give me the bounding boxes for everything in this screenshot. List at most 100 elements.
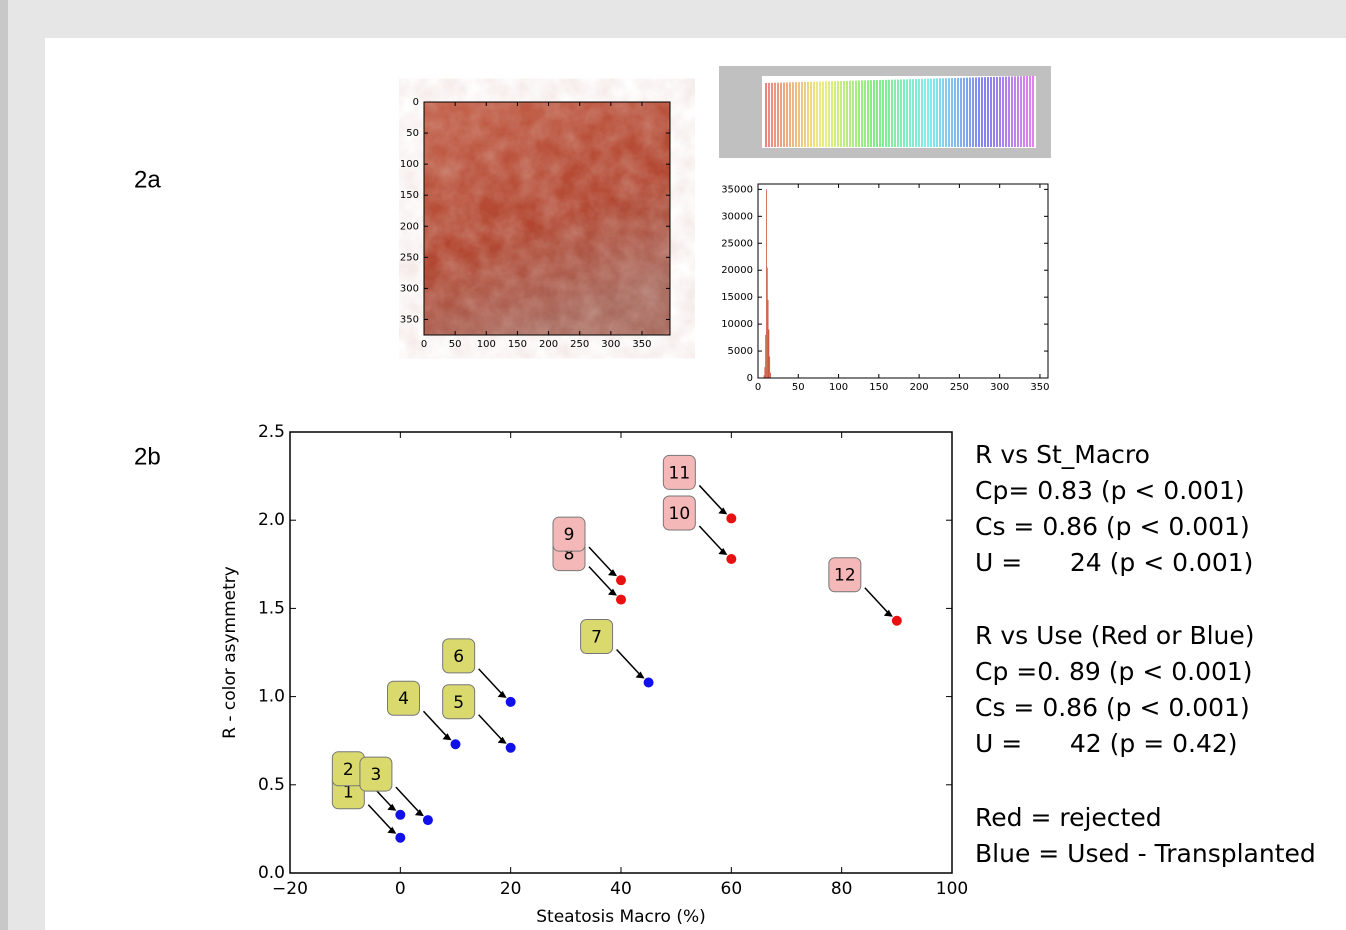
color-stripe <box>912 79 914 147</box>
color-stripe <box>852 81 854 147</box>
x-tick-label: 100 <box>936 879 968 899</box>
y-tick-label: 0 <box>413 97 419 108</box>
color-stripe <box>963 78 965 147</box>
x-tick-label: 100 <box>477 339 496 350</box>
y-axis-label: R - color asymmetry <box>220 566 240 739</box>
color-stripe <box>894 80 896 147</box>
color-stripe <box>786 82 788 147</box>
color-bar <box>719 66 1051 158</box>
x-tick-label: 200 <box>910 382 929 393</box>
point-label: 2 <box>343 760 354 780</box>
y-tick-label: 150 <box>400 190 419 201</box>
y-tick-label: 300 <box>400 283 419 294</box>
stat-line: Cp= 0.83 (p < 0.001) <box>975 476 1245 505</box>
y-tick-label: 2.5 <box>258 422 285 442</box>
x-tick-label: 200 <box>539 339 558 350</box>
color-stripe <box>981 77 983 147</box>
color-stripe <box>765 83 767 147</box>
x-tick-label: 50 <box>449 339 462 350</box>
color-stripe <box>975 77 977 147</box>
color-stripe <box>933 79 935 147</box>
page: {"figure_labels": {"a": "2a", "b": "2b"}… <box>0 0 1346 930</box>
color-stripe <box>795 82 797 147</box>
color-stripe <box>798 82 800 147</box>
color-stripe <box>897 79 899 147</box>
color-stripe <box>1029 76 1031 147</box>
y-tick-label: 10000 <box>721 319 753 330</box>
point <box>506 743 516 753</box>
color-stripe <box>888 80 890 147</box>
histogram-bar <box>768 300 769 378</box>
y-tick-label: 250 <box>400 252 419 263</box>
color-stripe <box>879 80 881 147</box>
point-label: 4 <box>398 689 409 709</box>
x-tick-label: 150 <box>508 339 527 350</box>
color-stripe <box>885 80 887 147</box>
point-label: 11 <box>669 463 691 483</box>
x-tick-label: 100 <box>829 382 848 393</box>
color-stripe <box>993 77 995 147</box>
point <box>726 513 736 523</box>
color-stripe <box>816 82 818 147</box>
side-strip <box>0 0 8 930</box>
figure-label: 2b <box>134 443 161 470</box>
figure-label: 2a <box>134 166 161 193</box>
color-stripe <box>858 81 860 147</box>
color-stripe <box>777 83 779 147</box>
x-tick-label: 300 <box>990 382 1009 393</box>
color-stripe <box>1014 76 1016 147</box>
point <box>395 833 405 843</box>
color-stripe <box>828 81 830 147</box>
color-stripe <box>768 83 770 147</box>
y-tick-label: 5000 <box>728 346 753 357</box>
color-stripe <box>876 80 878 147</box>
x-tick-label: 60 <box>721 879 743 899</box>
color-stripe <box>936 78 938 147</box>
stat-line: R vs Use (Red or Blue) <box>975 621 1255 650</box>
color-stripe <box>906 79 908 147</box>
point-label: 3 <box>371 765 382 785</box>
y-tick-label: 1.0 <box>258 687 285 707</box>
histogram-bar <box>765 335 766 378</box>
color-stripe <box>867 80 869 147</box>
histogram-bar <box>769 356 770 378</box>
point <box>451 739 461 749</box>
color-stripe <box>927 79 929 147</box>
color-stripe <box>921 79 923 147</box>
color-stripe <box>909 79 911 147</box>
x-tick-label: 40 <box>610 879 632 899</box>
x-tick-label: 350 <box>632 339 651 350</box>
point-label: 6 <box>453 647 464 667</box>
color-stripe <box>849 81 851 147</box>
color-stripe <box>891 80 893 147</box>
y-tick-label: 100 <box>400 159 419 170</box>
color-stripe <box>972 77 974 147</box>
color-stripe <box>978 77 980 147</box>
color-stripe <box>984 77 986 147</box>
color-stripe <box>843 81 845 147</box>
color-stripe <box>873 80 875 147</box>
x-axis-label: Steatosis Macro (%) <box>536 907 706 927</box>
x-tick-label: 150 <box>869 382 888 393</box>
color-stripe <box>882 80 884 147</box>
color-stripe <box>1026 76 1028 147</box>
x-tick-label: 0 <box>421 339 427 350</box>
point-label: 9 <box>564 525 575 545</box>
color-stripe <box>810 82 812 147</box>
point <box>892 616 902 626</box>
color-stripe <box>774 83 776 147</box>
point-label: 5 <box>453 693 464 713</box>
color-stripe <box>819 82 821 147</box>
color-stripe <box>1017 76 1019 147</box>
x-tick-label: 250 <box>950 382 969 393</box>
color-stripe <box>804 82 806 147</box>
y-tick-label: 200 <box>400 221 419 232</box>
y-tick-label: 2.0 <box>258 510 285 530</box>
stat-line: Cs = 0.86 (p < 0.001) <box>975 512 1250 541</box>
stat-line: Blue = Used - Transplanted <box>975 839 1316 868</box>
y-tick-label: 0.0 <box>258 863 285 883</box>
color-stripe <box>861 80 863 147</box>
color-stripe <box>864 80 866 147</box>
color-stripe <box>900 79 902 147</box>
point <box>616 575 626 585</box>
